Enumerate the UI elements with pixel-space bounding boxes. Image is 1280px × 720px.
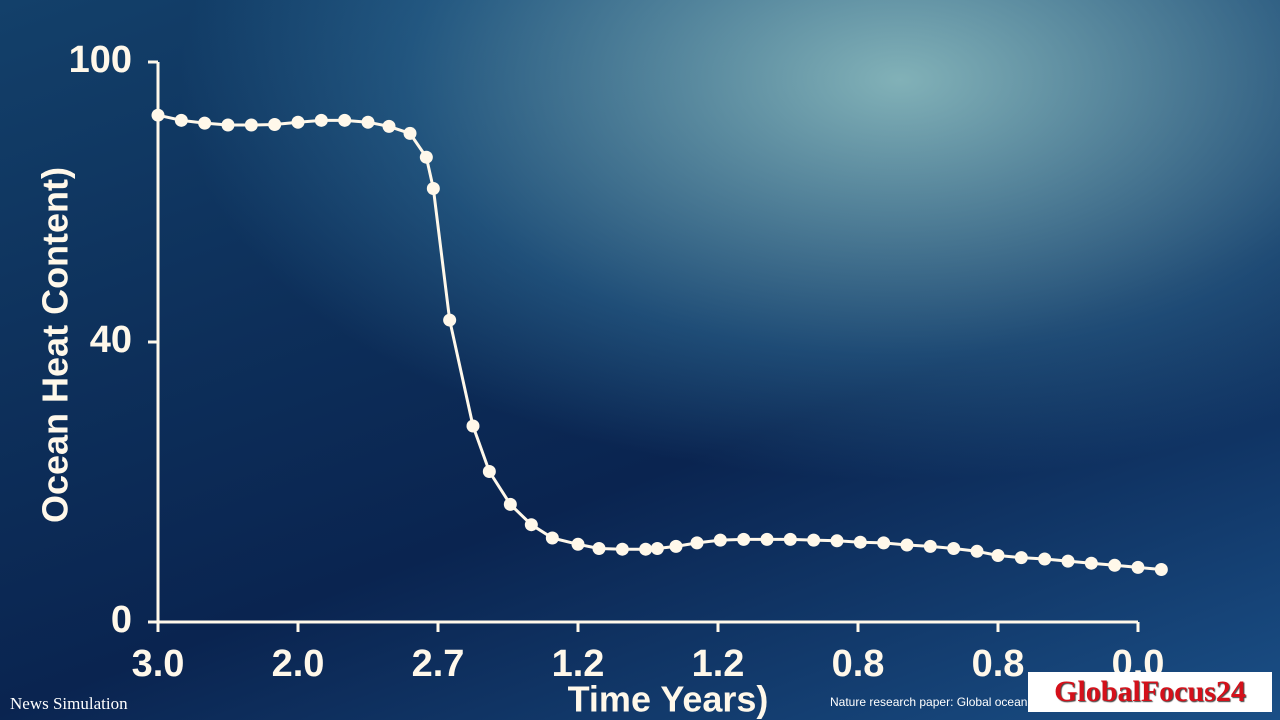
data-point: [650, 542, 664, 555]
x-tick-label: 0.8: [972, 643, 1025, 685]
data-point: [151, 108, 165, 122]
x-tick-label: 3.0: [132, 643, 185, 685]
data-point: [807, 533, 821, 547]
data-point: [970, 544, 984, 558]
news-label: News Simulation: [10, 694, 128, 713]
x-axis-title: Time Years): [568, 679, 769, 720]
x-tick-label: 0.8: [832, 643, 885, 685]
data-point: [338, 113, 352, 127]
data-point: [443, 313, 457, 327]
data-point: [403, 126, 417, 140]
data-point: [639, 542, 653, 556]
x-tick-label: 1.2: [692, 643, 745, 685]
data-point: [853, 535, 867, 549]
y-tick-label: 0: [111, 599, 132, 641]
data-point: [174, 113, 188, 127]
data-point: [592, 542, 606, 555]
data-point: [503, 497, 517, 511]
data-point: [737, 532, 751, 546]
data-point: [545, 531, 559, 545]
data-point: [571, 537, 585, 551]
data-point: [314, 113, 328, 127]
data-point: [482, 465, 496, 478]
data-point: [268, 118, 282, 132]
data-point: [1061, 554, 1075, 568]
data-point: [690, 536, 704, 550]
data-point: [615, 542, 629, 556]
data-point: [1084, 556, 1098, 570]
data-point: [1014, 551, 1028, 565]
data-point: [244, 118, 258, 132]
data-point: [991, 549, 1005, 562]
data-point: [760, 532, 774, 546]
data-point: [382, 119, 396, 133]
data-point: [1131, 560, 1145, 574]
data-point: [466, 419, 480, 433]
data-point: [877, 536, 891, 550]
source-caption: Nature research paper: Global ocean: [830, 695, 1028, 709]
data-point: [291, 115, 305, 129]
x-tick-label: 2.0: [272, 643, 325, 685]
data-point: [198, 116, 212, 130]
y-tick-label: 100: [69, 39, 132, 81]
data-point: [524, 518, 538, 532]
x-tick-label: 1.2: [552, 643, 605, 685]
y-tick-label: 40: [90, 319, 132, 361]
data-point: [923, 539, 937, 553]
data-point: [783, 532, 797, 546]
data-point: [900, 538, 914, 552]
data-point: [1038, 552, 1052, 566]
data-point: [947, 542, 961, 555]
data-point: [221, 118, 235, 132]
series-line: [157, 113, 1162, 571]
data-point: [830, 534, 844, 548]
data-point: [426, 181, 440, 195]
data-point: [361, 115, 375, 129]
data-point: [669, 539, 683, 553]
data-point: [419, 150, 433, 164]
y-axis-title: Ocean Heat Content): [35, 167, 76, 523]
data-point: [713, 533, 727, 547]
data-point: [1154, 563, 1168, 576]
logo: GlobalFocus24: [1028, 672, 1272, 712]
data-point: [1108, 558, 1122, 572]
x-tick-label: 2.7: [412, 643, 465, 685]
